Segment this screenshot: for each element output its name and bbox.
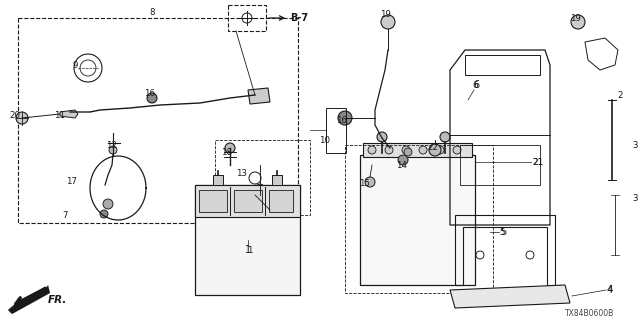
Text: 8: 8 bbox=[149, 7, 155, 17]
Bar bbox=[345, 145, 493, 293]
Bar bbox=[326, 108, 346, 153]
Text: 3: 3 bbox=[632, 140, 637, 149]
Bar bbox=[215, 140, 310, 215]
Text: 6: 6 bbox=[473, 80, 479, 90]
Circle shape bbox=[225, 143, 235, 153]
Text: 20: 20 bbox=[10, 110, 20, 119]
Bar bbox=[213, 175, 223, 185]
Circle shape bbox=[256, 184, 264, 192]
Circle shape bbox=[404, 148, 412, 156]
Text: 22: 22 bbox=[428, 142, 438, 151]
Bar bbox=[363, 143, 472, 157]
Circle shape bbox=[338, 111, 352, 125]
Circle shape bbox=[402, 146, 410, 154]
Text: 9: 9 bbox=[72, 60, 77, 69]
Bar bbox=[272, 175, 282, 185]
Polygon shape bbox=[8, 285, 50, 314]
Text: 4: 4 bbox=[607, 285, 613, 295]
Text: 6: 6 bbox=[472, 81, 477, 90]
Text: 17: 17 bbox=[67, 177, 77, 186]
Text: 15: 15 bbox=[360, 179, 371, 188]
Text: 7: 7 bbox=[62, 211, 68, 220]
Bar bbox=[228, 5, 266, 31]
Text: 21: 21 bbox=[532, 157, 543, 166]
Text: FR.: FR. bbox=[48, 295, 67, 305]
Circle shape bbox=[453, 146, 461, 154]
Bar bbox=[360, 155, 475, 285]
Circle shape bbox=[429, 144, 441, 156]
Circle shape bbox=[385, 146, 393, 154]
Bar bbox=[234, 190, 262, 212]
Circle shape bbox=[368, 146, 376, 154]
Circle shape bbox=[419, 146, 427, 154]
Bar bbox=[18, 18, 298, 223]
Bar bbox=[465, 55, 540, 75]
Text: 18: 18 bbox=[221, 148, 232, 156]
Text: 1: 1 bbox=[245, 245, 251, 255]
Text: 10: 10 bbox=[319, 135, 330, 145]
Text: 14: 14 bbox=[397, 161, 408, 170]
Bar bbox=[195, 185, 300, 217]
Circle shape bbox=[440, 132, 450, 142]
Bar bbox=[199, 190, 227, 212]
Bar bbox=[195, 185, 300, 295]
Text: 4: 4 bbox=[607, 285, 612, 294]
Bar bbox=[269, 190, 293, 212]
Circle shape bbox=[147, 93, 157, 103]
Circle shape bbox=[571, 15, 585, 29]
Text: 2: 2 bbox=[617, 91, 623, 100]
Bar bbox=[460, 145, 540, 185]
Text: 12: 12 bbox=[106, 140, 118, 149]
Text: B-7: B-7 bbox=[290, 13, 308, 23]
Circle shape bbox=[365, 177, 375, 187]
Text: 13: 13 bbox=[237, 169, 248, 178]
Circle shape bbox=[377, 132, 387, 142]
Circle shape bbox=[109, 146, 117, 154]
Text: 5: 5 bbox=[499, 228, 505, 236]
Polygon shape bbox=[450, 285, 570, 308]
Text: 21: 21 bbox=[532, 157, 544, 166]
Polygon shape bbox=[248, 88, 270, 104]
Text: 3: 3 bbox=[632, 194, 637, 203]
Text: 19: 19 bbox=[380, 10, 390, 19]
Circle shape bbox=[16, 112, 28, 124]
Circle shape bbox=[398, 155, 408, 165]
Text: 5: 5 bbox=[500, 227, 506, 237]
Text: 16: 16 bbox=[145, 89, 156, 98]
Polygon shape bbox=[60, 110, 78, 118]
Circle shape bbox=[381, 15, 395, 29]
Text: 1: 1 bbox=[247, 245, 253, 254]
Text: 16: 16 bbox=[337, 116, 348, 124]
Text: TX84B0600B: TX84B0600B bbox=[565, 308, 614, 317]
Text: 19: 19 bbox=[570, 13, 580, 22]
Circle shape bbox=[436, 146, 444, 154]
Circle shape bbox=[100, 210, 108, 218]
Text: 11: 11 bbox=[54, 110, 65, 119]
Circle shape bbox=[103, 199, 113, 209]
